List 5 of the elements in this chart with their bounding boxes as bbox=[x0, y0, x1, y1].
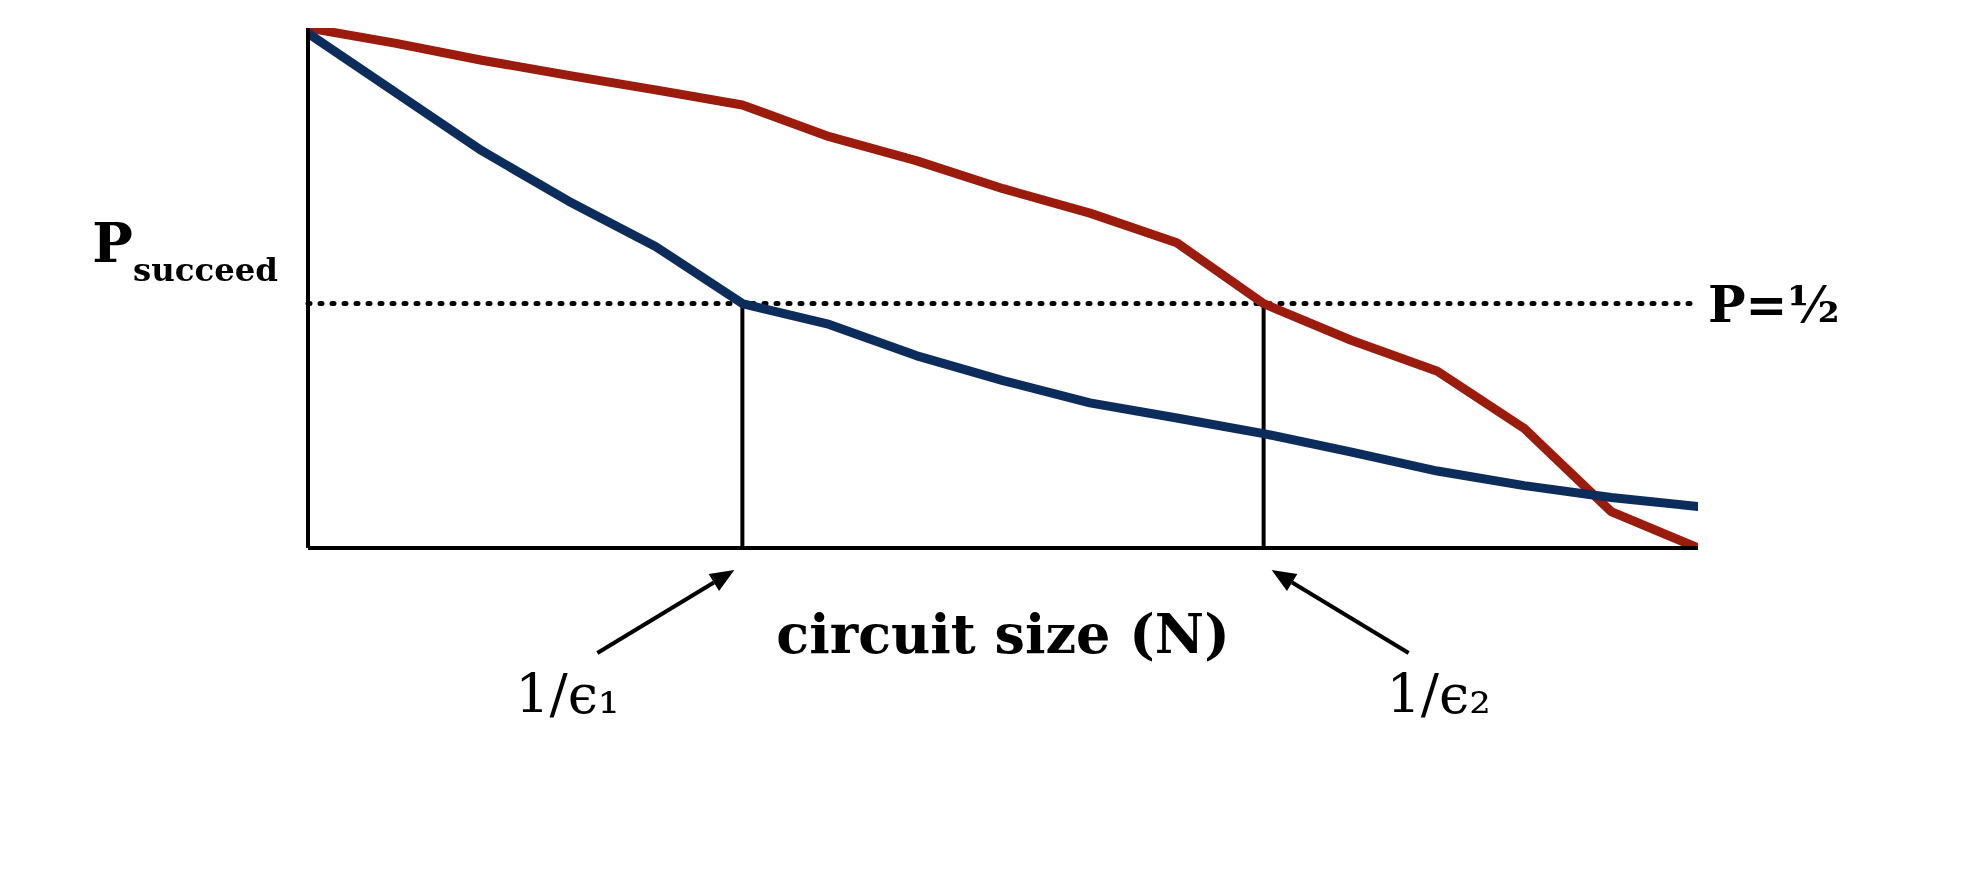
text: 1/ϵ₂ bbox=[1386, 663, 1491, 726]
x-axis-title: circuit size (N) bbox=[776, 602, 1230, 666]
ref-line-label: P=½ bbox=[1708, 274, 1840, 334]
y-axis-title: P$_{succeed}$ bbox=[92, 211, 278, 289]
text: 1/ϵ₁ bbox=[515, 663, 620, 726]
